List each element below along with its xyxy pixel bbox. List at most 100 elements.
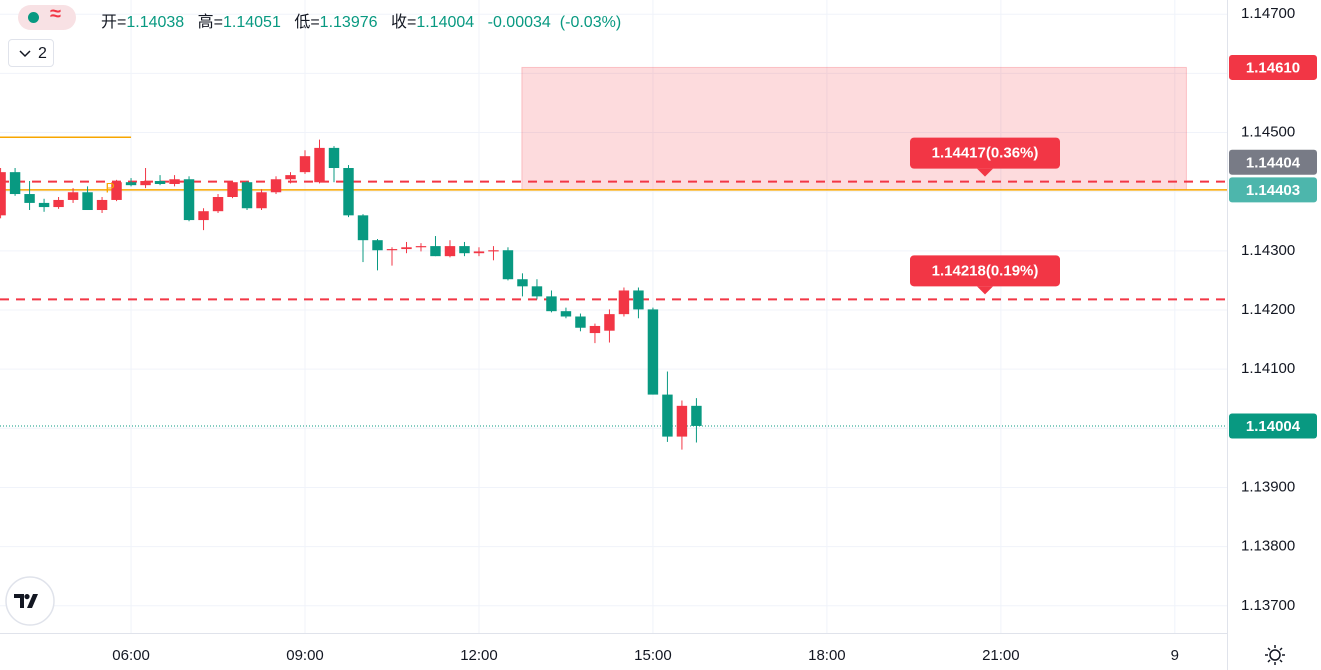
label-layer: 1.137001.138001.139001.140001.141001.142…	[106, 5, 1317, 664]
x-tick-label: 15:00	[634, 647, 672, 664]
status-dot	[28, 12, 39, 23]
price-label-box	[1229, 413, 1317, 439]
candle-body	[53, 199, 64, 208]
alert-tag	[910, 137, 1060, 169]
chevron	[19, 50, 31, 58]
alert-label: 1.14218(0.19%)	[932, 262, 1039, 279]
candle-body	[241, 182, 253, 209]
candle-body	[531, 286, 543, 297]
y-tick-label: 1.13900	[1241, 478, 1295, 495]
legend-key: 高=	[197, 14, 224, 31]
candle-body	[285, 175, 296, 180]
candle-body	[676, 405, 688, 437]
y-tick-label: 1.14700	[1241, 5, 1295, 22]
indicator-count: 2	[38, 45, 47, 62]
candle-body	[125, 182, 137, 186]
candle-body	[473, 251, 485, 254]
candle-body	[314, 147, 325, 183]
alert-pointer	[977, 286, 993, 295]
legend-key: 收=	[390, 14, 417, 31]
candle-body	[386, 249, 398, 251]
candle-body	[343, 168, 354, 216]
x-tick-label: 9	[1171, 647, 1179, 664]
target-zone	[521, 66, 1187, 191]
tradingview-logo[interactable]	[5, 576, 55, 626]
alert-tag	[910, 255, 1060, 287]
candle-body	[270, 179, 282, 193]
candle-body	[647, 309, 659, 395]
y-tick-label: 1.14100	[1241, 360, 1295, 377]
y-tick-label: 1.14300	[1241, 242, 1295, 259]
candle-body	[691, 405, 702, 426]
candle-body	[517, 279, 528, 287]
candle-body	[357, 215, 369, 241]
candle-body	[401, 247, 412, 250]
price-label-box	[1229, 177, 1317, 203]
candle-body	[256, 192, 267, 209]
candle-body	[444, 246, 456, 257]
candle-body	[633, 290, 644, 310]
candle-body	[618, 290, 630, 315]
x-tick-label: 09:00	[286, 647, 324, 664]
candle-body	[82, 192, 93, 211]
candle-body	[560, 311, 572, 317]
candle-body	[198, 211, 209, 221]
candle-body	[328, 147, 340, 169]
alert-pointer	[977, 168, 993, 177]
price-label: 1.14610	[1246, 59, 1300, 76]
settings-icon[interactable]	[1265, 645, 1285, 665]
x-tick-label: 06:00	[112, 647, 150, 664]
price-label: 1.14004	[1246, 418, 1301, 435]
candle-body	[67, 192, 79, 200]
candle-body	[140, 181, 151, 186]
candle-body	[488, 250, 499, 252]
candle-body	[662, 394, 673, 437]
candle-body	[24, 194, 35, 203]
pill-icon: ≈	[50, 3, 61, 25]
y-tick-label: 1.13700	[1241, 597, 1295, 614]
grid	[0, 0, 1227, 633]
x-tick-label: 12:00	[460, 647, 498, 664]
price-label: 1.14404	[1246, 154, 1301, 171]
candles	[0, 139, 702, 450]
legend-value: 1.14038	[126, 14, 185, 31]
collapse-button[interactable]: 2	[8, 39, 54, 67]
candle-body	[372, 240, 383, 251]
candle-body	[154, 181, 166, 184]
legend-key: 低=	[294, 14, 320, 31]
y-tick-label: 1.13800	[1241, 538, 1295, 555]
candle-body	[0, 172, 6, 216]
symbol-pill[interactable]	[18, 5, 76, 30]
candle-body	[227, 182, 238, 197]
candle-body	[9, 172, 21, 195]
candle-body	[546, 296, 557, 312]
candle-body	[502, 250, 514, 280]
x-tick-label: 21:00	[982, 647, 1020, 664]
y-tick-label: 1.14200	[1241, 301, 1295, 318]
price-label: 1.14403	[1246, 182, 1300, 199]
candle-body	[183, 179, 195, 221]
change-percent: (-0.03%)	[559, 14, 622, 31]
candle-body	[212, 196, 224, 212]
candle-body	[604, 314, 615, 331]
candle-body	[299, 156, 311, 173]
candle-body	[111, 182, 122, 200]
candle-body	[430, 246, 441, 257]
candle-body	[459, 246, 470, 254]
legend-key: 开=	[101, 14, 127, 31]
pivot-marker: P	[106, 180, 115, 196]
candle-body	[415, 246, 427, 248]
legend-value: 1.14051	[223, 14, 281, 31]
y-tick-label: 1.14500	[1241, 123, 1295, 140]
price-label-box	[1229, 54, 1317, 80]
legend-value: 1.14004	[416, 14, 475, 31]
line-layer	[0, 136, 1227, 427]
ohlc-legend: 开=1.14038 高=1.14051 低=1.13976 收=1.14004 …	[101, 8, 630, 32]
candle-body	[169, 179, 180, 184]
x-tick-label: 18:00	[808, 647, 846, 664]
legend-value: 1.13976	[319, 14, 378, 31]
candle-body	[589, 325, 601, 334]
candle-body	[575, 316, 586, 328]
